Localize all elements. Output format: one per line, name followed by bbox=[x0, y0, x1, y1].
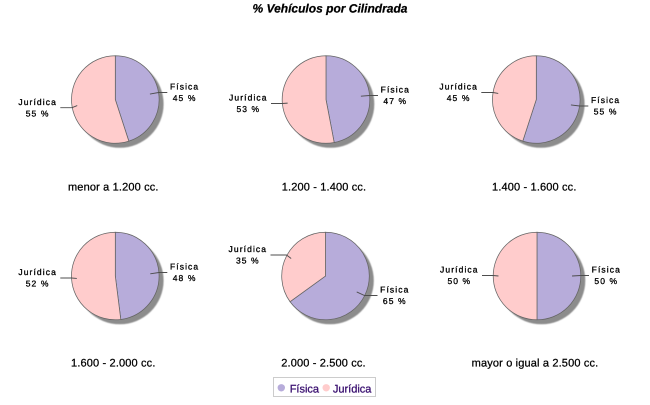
svg-text:1.400 - 1.600 cc.: 1.400 - 1.600 cc. bbox=[492, 182, 577, 194]
svg-text:1.600 - 2.000 cc.: 1.600 - 2.000 cc. bbox=[71, 358, 156, 370]
svg-text:50 %: 50 % bbox=[594, 276, 618, 286]
svg-text:Jurídica: Jurídica bbox=[333, 383, 372, 395]
svg-text:2.000 - 2.500 cc.: 2.000 - 2.500 cc. bbox=[281, 358, 366, 370]
svg-text:% Vehículos por Cilindrada: % Vehículos por Cilindrada bbox=[253, 2, 408, 16]
svg-text:55 %: 55 % bbox=[26, 108, 50, 118]
svg-text:53 %: 53 % bbox=[236, 104, 260, 114]
svg-text:Jurídica: Jurídica bbox=[229, 93, 268, 103]
svg-text:55 %: 55 % bbox=[594, 107, 618, 117]
svg-text:Física: Física bbox=[170, 262, 199, 272]
svg-text:Jurídica: Jurídica bbox=[440, 265, 479, 275]
svg-text:1.200 - 1.400 cc.: 1.200 - 1.400 cc. bbox=[282, 182, 367, 194]
svg-text:Física: Física bbox=[381, 85, 410, 95]
svg-text:52 %: 52 % bbox=[26, 279, 50, 289]
svg-text:Jurídica: Jurídica bbox=[18, 97, 57, 107]
svg-text:Física: Física bbox=[380, 285, 409, 295]
svg-text:45 %: 45 % bbox=[173, 93, 197, 103]
svg-text:Jurídica: Jurídica bbox=[18, 267, 57, 277]
svg-text:mayor o igual a 2.500 cc.: mayor o igual a 2.500 cc. bbox=[472, 358, 599, 370]
svg-text:45 %: 45 % bbox=[447, 93, 471, 103]
svg-text:Física: Física bbox=[592, 265, 621, 275]
svg-text:Jurídica: Jurídica bbox=[439, 82, 478, 92]
svg-text:50 %: 50 % bbox=[447, 276, 471, 286]
svg-text:Física: Física bbox=[290, 383, 320, 395]
svg-text:65 %: 65 % bbox=[383, 296, 407, 306]
svg-text:47 %: 47 % bbox=[383, 96, 407, 106]
svg-text:48 %: 48 % bbox=[173, 273, 197, 283]
svg-text:menor a 1.200 cc.: menor a 1.200 cc. bbox=[68, 182, 159, 194]
svg-text:35 %: 35 % bbox=[236, 256, 260, 266]
svg-text:Jurídica: Jurídica bbox=[229, 244, 268, 254]
svg-text:Física: Física bbox=[170, 82, 199, 92]
svg-text:Física: Física bbox=[591, 95, 620, 105]
